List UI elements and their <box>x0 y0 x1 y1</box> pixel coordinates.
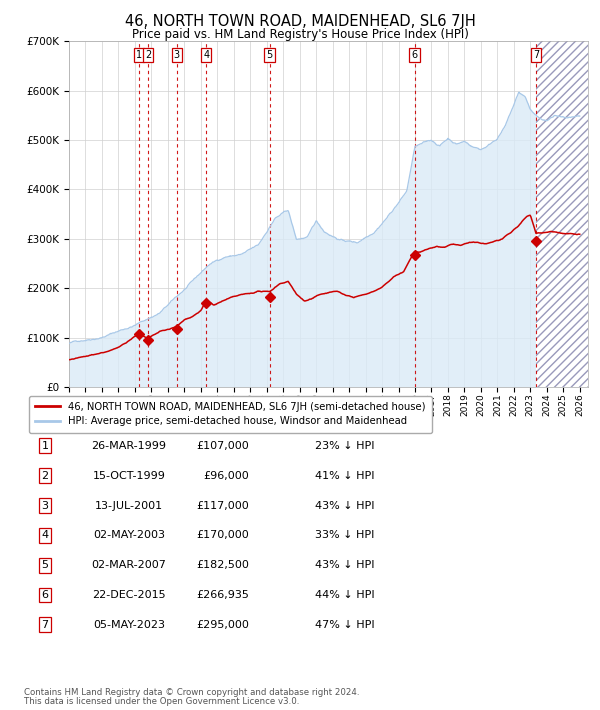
Text: 5: 5 <box>41 560 49 570</box>
Text: £107,000: £107,000 <box>196 441 249 451</box>
Text: 47% ↓ HPI: 47% ↓ HPI <box>315 620 374 630</box>
Text: Price paid vs. HM Land Registry's House Price Index (HPI): Price paid vs. HM Land Registry's House … <box>131 28 469 41</box>
Text: 33% ↓ HPI: 33% ↓ HPI <box>315 530 374 540</box>
Text: Contains HM Land Registry data © Crown copyright and database right 2024.: Contains HM Land Registry data © Crown c… <box>24 688 359 697</box>
Text: 41% ↓ HPI: 41% ↓ HPI <box>315 471 374 481</box>
Text: 7: 7 <box>533 50 539 60</box>
Text: 23% ↓ HPI: 23% ↓ HPI <box>315 441 374 451</box>
Text: 1: 1 <box>41 441 49 451</box>
Text: 43% ↓ HPI: 43% ↓ HPI <box>315 501 374 510</box>
Text: 22-DEC-2015: 22-DEC-2015 <box>92 590 166 600</box>
Text: 43% ↓ HPI: 43% ↓ HPI <box>315 560 374 570</box>
Text: 6: 6 <box>41 590 49 600</box>
Text: 46, NORTH TOWN ROAD, MAIDENHEAD, SL6 7JH: 46, NORTH TOWN ROAD, MAIDENHEAD, SL6 7JH <box>125 14 475 29</box>
Text: £170,000: £170,000 <box>196 530 249 540</box>
Text: 15-OCT-1999: 15-OCT-1999 <box>92 471 166 481</box>
Text: 1: 1 <box>136 50 142 60</box>
Text: 7: 7 <box>41 620 49 630</box>
Text: 13-JUL-2001: 13-JUL-2001 <box>95 501 163 510</box>
Text: 2: 2 <box>41 471 49 481</box>
Text: 6: 6 <box>412 50 418 60</box>
Text: 05-MAY-2023: 05-MAY-2023 <box>93 620 165 630</box>
Legend: 46, NORTH TOWN ROAD, MAIDENHEAD, SL6 7JH (semi-detached house), HPI: Average pri: 46, NORTH TOWN ROAD, MAIDENHEAD, SL6 7JH… <box>29 395 431 432</box>
Text: £266,935: £266,935 <box>196 590 249 600</box>
Text: £182,500: £182,500 <box>196 560 249 570</box>
Text: 5: 5 <box>266 50 272 60</box>
Text: £117,000: £117,000 <box>196 501 249 510</box>
Text: £96,000: £96,000 <box>203 471 249 481</box>
Text: 3: 3 <box>173 50 179 60</box>
Text: 02-MAY-2003: 02-MAY-2003 <box>93 530 165 540</box>
Text: 2: 2 <box>145 50 151 60</box>
Bar <box>536 41 588 387</box>
Text: 3: 3 <box>41 501 49 510</box>
Text: 02-MAR-2007: 02-MAR-2007 <box>92 560 166 570</box>
Text: £295,000: £295,000 <box>196 620 249 630</box>
Text: 26-MAR-1999: 26-MAR-1999 <box>91 441 167 451</box>
Text: This data is licensed under the Open Government Licence v3.0.: This data is licensed under the Open Gov… <box>24 697 299 706</box>
Text: 44% ↓ HPI: 44% ↓ HPI <box>315 590 374 600</box>
Text: 4: 4 <box>203 50 209 60</box>
Text: 4: 4 <box>41 530 49 540</box>
